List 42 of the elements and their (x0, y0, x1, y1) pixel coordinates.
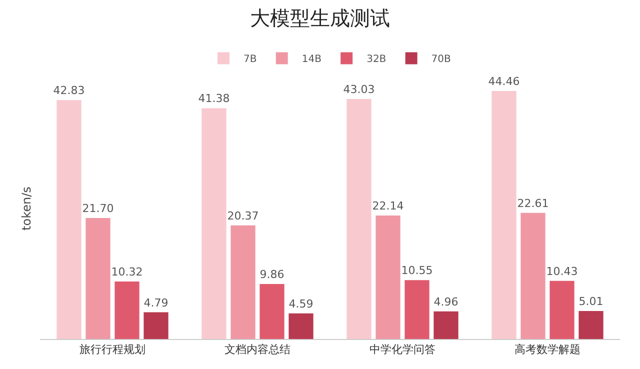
bar (434, 311, 458, 339)
bar (550, 280, 574, 339)
bar (114, 281, 140, 339)
legend-label: 70B (431, 54, 452, 66)
data-label: 22.14 (372, 200, 404, 213)
x-tick-label: 文档内容总结 (224, 343, 290, 356)
data-label: 4.59 (288, 297, 314, 310)
data-label: 9.86 (260, 268, 284, 282)
x-tick-label: 高考数学解题 (514, 343, 580, 356)
bar (230, 225, 256, 339)
legend-label: 14B (302, 54, 322, 66)
bar (56, 100, 82, 339)
chart-title: 大模型生成测试 (250, 6, 390, 30)
x-tick-label: 中学化学问答 (370, 343, 436, 356)
bar (520, 212, 546, 339)
bar (144, 312, 168, 339)
bar (202, 108, 226, 339)
data-label: 20.37 (227, 209, 259, 222)
bar (346, 99, 372, 339)
legend-label: 7B (244, 54, 257, 66)
data-label: 43.03 (343, 83, 375, 96)
bar (288, 313, 314, 339)
data-label: 4.79 (144, 296, 168, 310)
data-label: 4.96 (434, 295, 458, 308)
data-label: 44.46 (488, 75, 520, 88)
bar (260, 284, 284, 339)
data-label: 22.61 (517, 196, 549, 210)
bar (86, 218, 110, 339)
data-label: 10.32 (111, 265, 143, 278)
legend-label: 32B (366, 54, 386, 66)
bar (404, 280, 430, 339)
y-axis-title: token/s (19, 186, 34, 230)
data-label: 10.43 (546, 264, 578, 278)
x-tick-label: 旅行行程规划 (80, 343, 146, 356)
data-label: 42.83 (53, 84, 85, 98)
bar (376, 216, 400, 339)
bar (578, 311, 604, 339)
data-label: 5.01 (578, 295, 604, 308)
data-label: 41.38 (198, 92, 230, 106)
bar (492, 91, 516, 339)
data-label: 10.55 (401, 264, 433, 278)
data-label: 21.70 (82, 202, 114, 215)
